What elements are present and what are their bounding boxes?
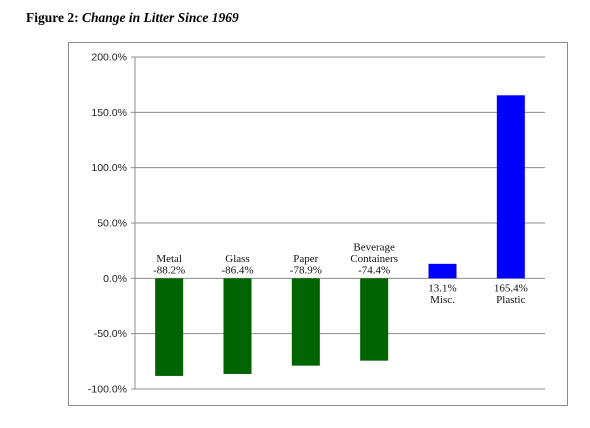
category-label: Metal — [156, 253, 182, 265]
y-tick-label: 200.0% — [91, 52, 127, 64]
figure-title: Figure 2: Change in Litter Since 1969 — [26, 10, 239, 26]
bar — [291, 278, 320, 366]
y-tick-label: 50.0% — [97, 218, 127, 230]
bar — [360, 278, 389, 361]
figure-title-prefix: Figure 2: — [26, 10, 79, 25]
category-label: Misc. — [430, 294, 455, 306]
y-tick-label: -50.0% — [94, 328, 127, 340]
bar — [223, 278, 252, 374]
data-label: -86.4% — [221, 264, 253, 276]
y-tick-label: -100.0% — [88, 384, 127, 396]
bar — [155, 278, 184, 376]
figure-title-main: Change in Litter Since 1969 — [82, 10, 239, 25]
y-tick-label: 150.0% — [91, 107, 127, 119]
data-label: 13.1% — [428, 282, 456, 294]
y-tick-label: 100.0% — [91, 162, 127, 174]
data-label: 165.4% — [494, 282, 528, 294]
data-label: -88.2% — [153, 264, 185, 276]
category-label: Paper — [293, 253, 318, 265]
category-label: Glass — [225, 253, 249, 265]
data-label: -74.4% — [358, 264, 390, 276]
category-label: Containers — [350, 253, 398, 265]
bar — [496, 95, 525, 279]
bar — [428, 263, 457, 279]
data-label: -78.9% — [290, 264, 322, 276]
category-label: Plastic — [496, 294, 525, 306]
y-tick-label: 0.0% — [103, 273, 127, 285]
category-label: Beverage — [353, 241, 395, 253]
